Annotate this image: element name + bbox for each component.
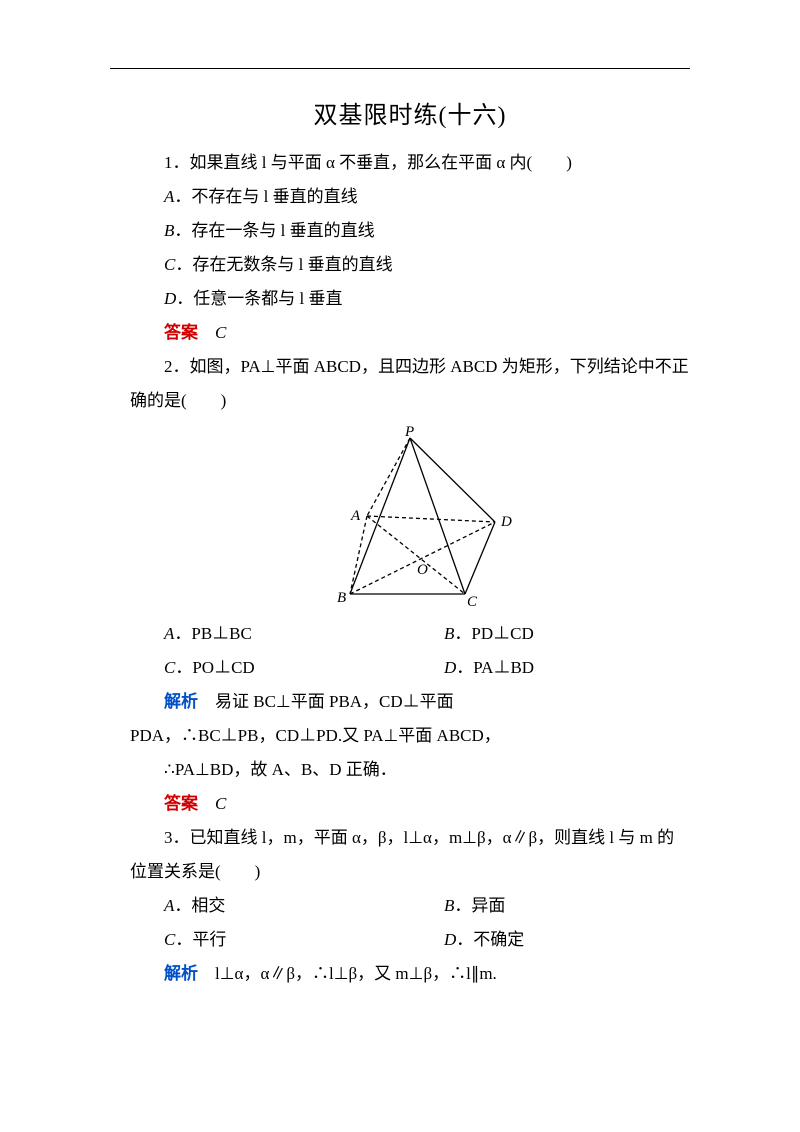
svg-text:D: D: [500, 514, 512, 530]
q1-option-b: B．存在一条与 l 垂直的直线: [130, 214, 690, 248]
q3-analysis-text: l⊥α，α∥β，∴l⊥β，又 m⊥β，∴l∥m.: [215, 964, 497, 983]
q3-option-c: C．平行: [130, 923, 410, 957]
analysis-label: 解析: [164, 692, 198, 711]
svg-text:C: C: [467, 594, 478, 606]
q2-figure: P A B C D O: [130, 426, 690, 611]
q2-stem: 2．如图，PA⊥平面 ABCD，且四边形 ABCD 为矩形，下列结论中不正确的是…: [130, 350, 690, 418]
answer-label: 答案: [164, 323, 198, 342]
q1-answer-line: 答案 C: [130, 316, 690, 350]
horizontal-rule: [110, 68, 690, 69]
q3-option-b: B．异面: [410, 889, 690, 923]
document-page: 双基限时练(十六) 1．如果直线 l 与平面 α 不垂直，那么在平面 α 内( …: [0, 0, 800, 1041]
q3-options-row2: C．平行 D．不确定: [130, 923, 690, 957]
q3-options-row1: A．相交 B．异面: [130, 889, 690, 923]
svg-text:B: B: [337, 590, 346, 606]
answer-label: 答案: [164, 794, 198, 813]
q2-answer: C: [215, 794, 226, 813]
pyramid-diagram: P A B C D O: [295, 426, 525, 606]
q2-answer-line: 答案 C: [130, 787, 690, 821]
q1-option-c: C．存在无数条与 l 垂直的直线: [130, 248, 690, 282]
q1-c-text: ．存在无数条与 l 垂直的直线: [175, 255, 392, 274]
svg-text:A: A: [350, 508, 361, 524]
q2-analysis-l3: ∴PA⊥BD，故 A、B、D 正确．: [130, 753, 690, 787]
svg-text:O: O: [417, 562, 428, 578]
q1-a-text: ．不存在与 l 垂直的直线: [174, 187, 357, 206]
q3-option-d: D．不确定: [410, 923, 690, 957]
q2-options-row2: C．PO⊥CD D．PA⊥BD: [130, 651, 690, 685]
q1-answer: C: [215, 323, 226, 342]
q2-option-b: B．PD⊥CD: [410, 617, 690, 651]
q1-option-a: A．不存在与 l 垂直的直线: [130, 180, 690, 214]
analysis-label: 解析: [164, 964, 198, 983]
q2-analysis-l2: PDA，∴BC⊥PB，CD⊥PD.又 PA⊥平面 ABCD，: [130, 719, 690, 753]
q2-option-d: D．PA⊥BD: [410, 651, 690, 685]
q2-analysis-l1: 解析 易证 BC⊥平面 PBA，CD⊥平面: [130, 685, 690, 719]
q1-b-text: ．存在一条与 l 垂直的直线: [174, 221, 374, 240]
q3-option-a: A．相交: [130, 889, 410, 923]
q1-option-d: D．任意一条都与 l 垂直: [130, 282, 690, 316]
q1-d-text: ．任意一条都与 l 垂直: [176, 289, 342, 308]
svg-text:P: P: [404, 426, 414, 440]
q2-option-a: A．PB⊥BC: [130, 617, 410, 651]
q2-analysis-text1: 易证 BC⊥平面 PBA，CD⊥平面: [215, 692, 454, 711]
q2-options-row1: A．PB⊥BC B．PD⊥CD: [130, 617, 690, 651]
q3-stem: 3．已知直线 l，m，平面 α，β，l⊥α，m⊥β，α∥β，则直线 l 与 m …: [130, 821, 690, 889]
q3-analysis-line: 解析 l⊥α，α∥β，∴l⊥β，又 m⊥β，∴l∥m.: [130, 957, 690, 991]
q2-option-c: C．PO⊥CD: [130, 651, 410, 685]
q1-stem: 1．如果直线 l 与平面 α 不垂直，那么在平面 α 内( ): [130, 146, 690, 180]
page-title: 双基限时练(十六): [130, 95, 690, 130]
